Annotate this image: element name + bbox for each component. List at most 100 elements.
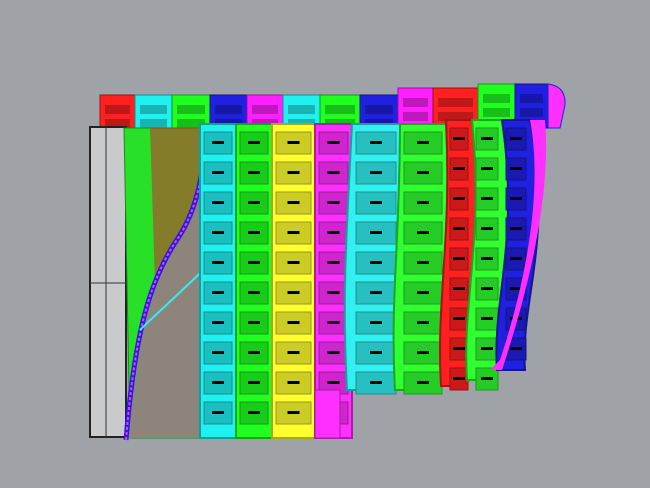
panel-label-mark xyxy=(327,291,340,294)
panel-label-mark xyxy=(212,291,224,294)
panel-label-mark xyxy=(287,141,300,144)
panel-label-mark xyxy=(248,351,260,354)
panel-label-mark xyxy=(212,201,224,204)
panel-label-mark xyxy=(417,351,429,354)
panel-label-mark xyxy=(453,227,465,230)
panel-label-plate xyxy=(325,105,355,114)
panel-label-mark xyxy=(370,261,382,264)
panel-label-mark xyxy=(287,291,300,294)
panel-label-plate xyxy=(438,112,473,121)
panel-label-mark xyxy=(481,347,493,350)
panel-label-plate xyxy=(403,98,428,107)
panel-label-mark xyxy=(287,381,300,384)
edge-strip xyxy=(547,83,566,129)
panel-label-plate xyxy=(140,119,167,128)
panel-label-mark xyxy=(327,171,340,174)
panel-label-mark xyxy=(510,347,522,350)
panel-label-mark xyxy=(212,411,224,414)
panel-label-mark xyxy=(510,197,522,200)
panel-label-mark xyxy=(248,231,260,234)
panel-label-mark xyxy=(370,201,382,204)
panel-label-plate xyxy=(105,119,130,128)
panel-label-plate xyxy=(105,105,130,114)
panel-label-mark xyxy=(510,167,522,170)
panel-label-plate xyxy=(483,94,510,103)
panel-label-mark xyxy=(510,287,522,290)
panel-label-mark xyxy=(510,257,522,260)
panel-label-mark xyxy=(287,171,300,174)
panel-label-mark xyxy=(248,411,260,414)
panel-label-mark xyxy=(417,141,429,144)
panel-label-plate xyxy=(140,105,167,114)
panel-label-mark xyxy=(212,141,224,144)
panel-label-mark xyxy=(327,231,340,234)
panel-label-plate xyxy=(288,105,315,114)
panel-label-mark xyxy=(327,201,340,204)
panel-label-mark xyxy=(212,321,224,324)
panel-label-plate xyxy=(177,119,205,128)
panel-label-mark xyxy=(453,137,465,140)
panel-label-plate xyxy=(520,94,543,103)
panel-label-mark xyxy=(417,381,429,384)
panel-label-plate xyxy=(438,98,473,107)
panel-label-mark xyxy=(481,167,493,170)
panel-label-plate xyxy=(403,112,428,121)
panel-label-mark xyxy=(327,351,340,354)
panel-label-mark xyxy=(417,201,429,204)
panel-label-mark xyxy=(327,261,340,264)
panel-label-mark xyxy=(212,231,224,234)
panel-label-mark xyxy=(370,171,382,174)
panel-label-mark xyxy=(212,351,224,354)
panel-label-mark xyxy=(370,381,382,384)
panel-label-mark xyxy=(417,171,429,174)
panel-label-mark xyxy=(481,317,493,320)
panel-label-mark xyxy=(287,411,300,414)
panel-label-plate xyxy=(177,105,205,114)
panel-label-mark xyxy=(248,171,260,174)
edge-strip xyxy=(490,120,547,370)
panel-label-mark xyxy=(212,171,224,174)
panel-label-mark xyxy=(481,287,493,290)
panel-label-mark xyxy=(453,257,465,260)
panel-label-mark xyxy=(287,261,300,264)
panel-label-mark xyxy=(248,141,260,144)
panel-label-mark xyxy=(248,261,260,264)
panel-label-mark xyxy=(481,137,493,140)
panel-label-mark xyxy=(370,351,382,354)
panel-label-mark xyxy=(453,377,465,380)
panel-label-mark xyxy=(453,347,465,350)
panel-label-mark xyxy=(287,201,300,204)
panel-label-mark xyxy=(481,257,493,260)
panel-label-mark xyxy=(453,167,465,170)
panel-label-mark xyxy=(370,291,382,294)
panel-label-mark xyxy=(453,287,465,290)
panel-label-mark xyxy=(287,321,300,324)
panel-label-mark xyxy=(212,381,224,384)
panel-label-mark xyxy=(370,231,382,234)
panel-label-mark xyxy=(481,197,493,200)
panel-label-mark xyxy=(370,321,382,324)
panel-label-plate xyxy=(215,105,242,114)
back-panel-strip xyxy=(397,87,434,129)
panel-label-mark xyxy=(327,381,340,384)
panel-label-mark xyxy=(510,137,522,140)
panel-label-mark xyxy=(248,321,260,324)
panel-label-plate xyxy=(520,108,543,117)
shadow-surface xyxy=(128,135,212,438)
panel-label-mark xyxy=(248,201,260,204)
panel-label-mark xyxy=(327,141,340,144)
panel-label-mark xyxy=(417,231,429,234)
panel-label-mark xyxy=(212,261,224,264)
panel-label-mark xyxy=(327,321,340,324)
panel-label-mark xyxy=(453,317,465,320)
panel-label-mark xyxy=(248,291,260,294)
front-panel-strip xyxy=(314,389,341,439)
panel-label-mark xyxy=(481,377,493,380)
panel-label-mark xyxy=(248,381,260,384)
panel-label-mark xyxy=(417,321,429,324)
panel-label-mark xyxy=(510,227,522,230)
panel-label-mark xyxy=(370,141,382,144)
panel-label-mark xyxy=(287,231,300,234)
